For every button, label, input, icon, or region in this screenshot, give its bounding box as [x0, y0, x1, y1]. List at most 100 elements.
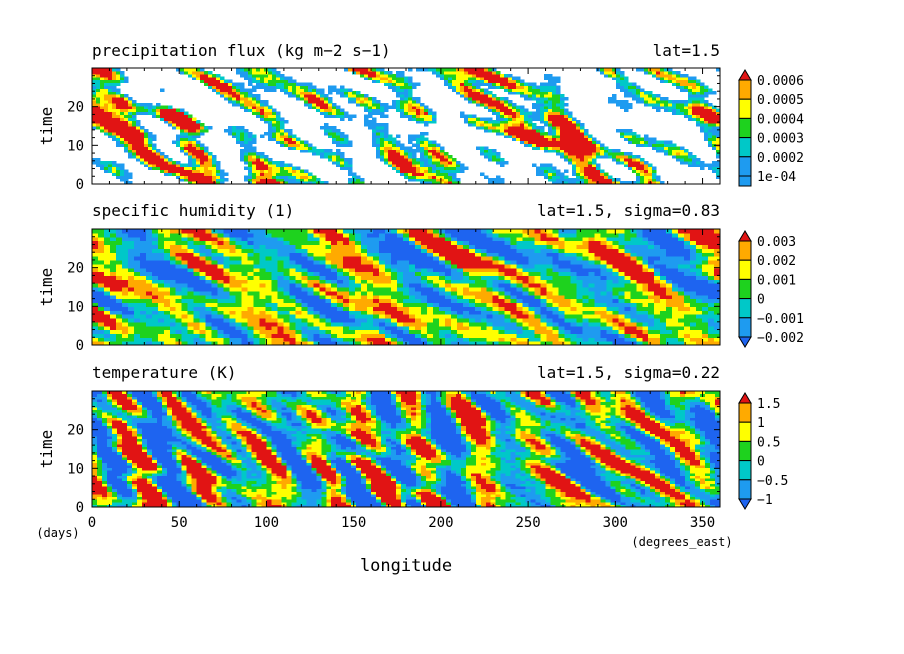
heatmap-cell — [391, 314, 398, 319]
heatmap-cell — [136, 123, 141, 127]
panel-title: precipitation flux (kg m−2 s−1) — [92, 41, 391, 60]
heatmap-cell — [373, 306, 380, 311]
heatmap-cell — [265, 333, 273, 338]
heatmap-cell — [96, 88, 101, 92]
heatmap-cell — [361, 294, 368, 300]
heatmap-cell — [151, 333, 159, 338]
heatmap-cell — [244, 160, 249, 165]
heatmap-cell — [404, 108, 409, 113]
heatmap-cell — [292, 143, 297, 147]
heatmap-cell — [576, 160, 581, 165]
heatmap-cell — [116, 126, 121, 130]
heatmap-cell — [588, 325, 595, 331]
heatmap-cell — [544, 82, 549, 86]
heatmap-cell — [260, 155, 265, 159]
heatmap-cell — [112, 114, 117, 118]
heatmap-cell — [540, 279, 548, 284]
heatmap-cell — [680, 85, 685, 89]
heatmap-cell — [307, 298, 314, 304]
heatmap-cell — [474, 306, 482, 311]
heatmap-cell — [319, 317, 326, 323]
heatmap-cell — [648, 175, 653, 179]
heatmap-cell — [157, 341, 165, 346]
heatmap-cell — [380, 134, 385, 139]
heatmap-cell — [100, 111, 105, 115]
heatmap-cell — [570, 294, 578, 300]
heatmap-cell — [584, 163, 589, 168]
heatmap-cell — [672, 294, 679, 300]
heatmap-cell — [408, 279, 416, 284]
heatmap-cell — [128, 131, 133, 136]
heatmap-cell — [181, 314, 189, 319]
heatmap-cell — [96, 105, 101, 110]
heatmap-cell — [632, 140, 637, 144]
heatmap-cell — [516, 329, 524, 334]
heatmap-cell — [708, 333, 715, 338]
heatmap-cell — [313, 294, 320, 300]
heatmap-cell — [648, 287, 655, 292]
heatmap-cell — [664, 146, 669, 150]
heatmap-cell — [486, 306, 494, 311]
heatmap-cell — [295, 294, 302, 300]
heatmap-cell — [636, 94, 641, 98]
heatmap-cell — [103, 321, 111, 327]
heatmap-cell — [548, 102, 553, 107]
heatmap-cell — [596, 140, 601, 144]
heatmap-cell — [560, 140, 565, 144]
heatmap-cell — [444, 70, 449, 75]
heatmap-cell — [644, 181, 649, 185]
heatmap-cell — [512, 105, 517, 110]
heatmap-cell — [468, 117, 473, 121]
heatmap-cell — [223, 279, 231, 284]
heatmap-cell — [241, 329, 249, 334]
heatmap-cell — [211, 333, 219, 338]
heatmap-cell — [552, 298, 560, 304]
heatmap-cell — [163, 279, 171, 284]
heatmap-cell — [702, 310, 709, 315]
heatmap-cell — [337, 294, 344, 300]
heatmap-cell — [524, 128, 529, 133]
heatmap-cell — [132, 134, 137, 139]
heatmap-cell — [132, 128, 137, 133]
heatmap-cell — [136, 134, 141, 139]
heatmap-cell — [678, 341, 685, 346]
heatmap-cell — [208, 155, 213, 159]
heatmap-cell — [372, 99, 377, 104]
heatmap-cell — [104, 99, 109, 104]
heatmap-cell — [236, 126, 241, 130]
heatmap-cell — [316, 94, 321, 98]
heatmap-cell — [704, 94, 709, 98]
heatmap-cell — [704, 134, 709, 139]
heatmap-cell — [264, 155, 269, 159]
heatmap-cell — [624, 79, 629, 84]
heatmap-cell — [180, 140, 185, 144]
heatmap-cell — [508, 128, 513, 133]
heatmap-cell — [640, 157, 645, 162]
heatmap-cell — [620, 85, 625, 89]
heatmap-cell — [301, 333, 308, 338]
heatmap-cell — [391, 279, 398, 284]
heatmap-cell — [528, 314, 536, 319]
heatmap-cell — [364, 76, 369, 81]
heatmap-cell — [296, 140, 301, 144]
heatmap-cell — [616, 73, 621, 78]
heatmap-cell — [268, 117, 273, 121]
heatmap-cell — [632, 88, 637, 92]
heatmap-cell — [295, 317, 302, 323]
heatmap-cell — [103, 298, 111, 304]
heatmap-cell — [103, 317, 111, 323]
heatmap-cell — [180, 149, 185, 153]
heatmap-cell — [620, 131, 625, 136]
heatmap-cell — [328, 134, 333, 139]
heatmap-cell — [352, 97, 357, 101]
heatmap-cell — [272, 111, 277, 115]
heatmap-cell — [496, 120, 501, 124]
heatmap-cell — [556, 117, 561, 121]
heatmap-cell — [580, 166, 585, 171]
heatmap-cell — [588, 172, 593, 176]
heatmap-cell — [145, 298, 153, 304]
heatmap-cell — [391, 321, 398, 327]
heatmap-cell — [277, 325, 284, 331]
heatmap-cell — [704, 123, 709, 127]
heatmap-cell — [426, 287, 434, 292]
